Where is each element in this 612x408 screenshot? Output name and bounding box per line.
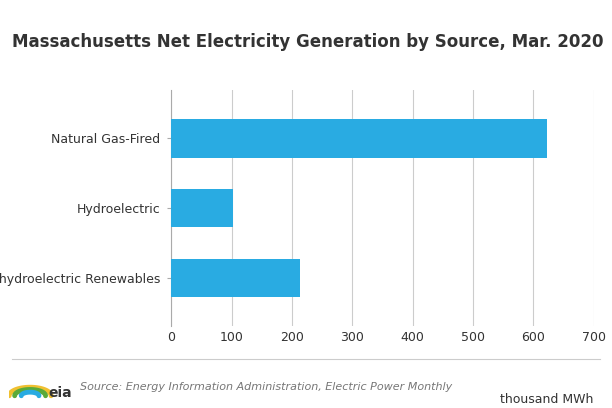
- Bar: [171, 189, 234, 227]
- Bar: [171, 259, 300, 297]
- Text: Source: Energy Information Administration, Electric Power Monthly: Source: Energy Information Administratio…: [80, 381, 452, 392]
- Text: thousand MWh: thousand MWh: [500, 392, 594, 406]
- Bar: [171, 119, 547, 157]
- Text: eia: eia: [49, 386, 72, 400]
- Text: Massachusetts Net Electricity Generation by Source, Mar. 2020: Massachusetts Net Electricity Generation…: [12, 33, 604, 51]
